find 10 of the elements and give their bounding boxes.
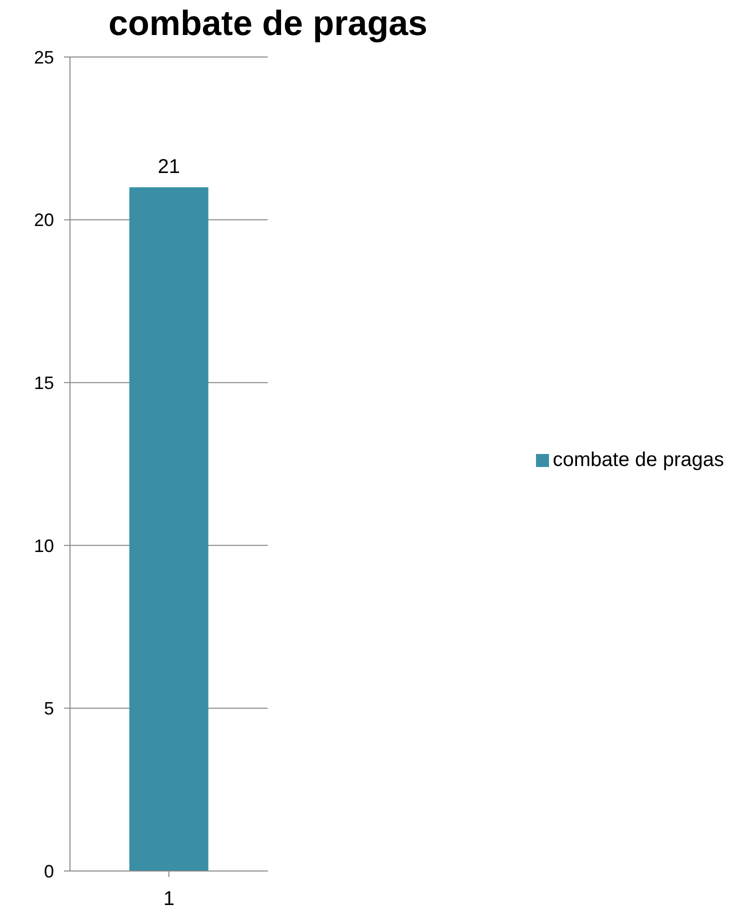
legend-label: combate de pragas — [552, 449, 724, 471]
data-label: 21 — [158, 156, 180, 178]
x-tick-label: 1 — [163, 888, 174, 910]
y-tick-label: 10 — [34, 536, 54, 556]
chart-title: combate de pragas — [108, 4, 428, 44]
y-tick-label: 20 — [34, 210, 54, 230]
y-tick-label: 0 — [44, 861, 54, 882]
y-tick-label: 25 — [34, 47, 54, 68]
y-tick-label: 5 — [44, 698, 54, 719]
y-tick-label: 15 — [34, 372, 54, 393]
